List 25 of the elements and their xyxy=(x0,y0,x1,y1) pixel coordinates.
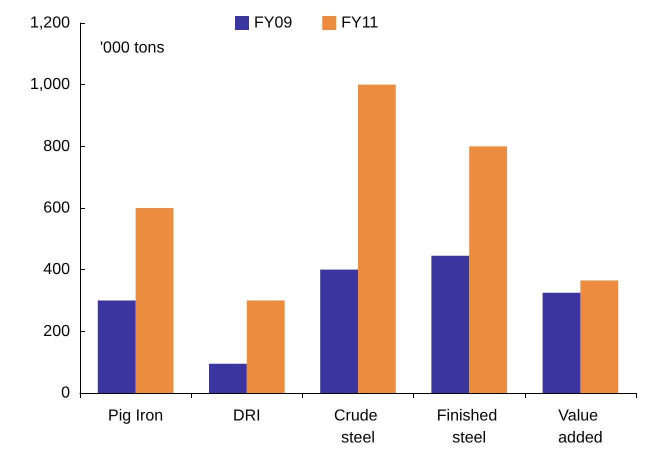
bar xyxy=(469,146,508,393)
bar xyxy=(542,292,580,393)
y-tick-label: 600 xyxy=(43,200,70,216)
bar xyxy=(431,256,470,393)
bar xyxy=(208,364,247,393)
y-tick-label: 800 xyxy=(43,138,70,155)
y-tick-label: 1,200 xyxy=(30,14,70,32)
y-tick-label: 0 xyxy=(61,384,70,402)
legend-label: FY09 xyxy=(254,14,292,32)
bar xyxy=(580,280,618,393)
bar xyxy=(98,300,136,393)
y-tick-label: 200 xyxy=(43,322,70,340)
x-tick-label: Pig Iron xyxy=(108,408,164,424)
x-tick-label: DRI xyxy=(233,408,261,424)
x-tick-label: Finished steel xyxy=(436,408,502,446)
x-tick-label: Crude steel xyxy=(334,408,382,446)
bar xyxy=(246,300,285,393)
bar xyxy=(320,270,358,393)
annotation: '000 tons xyxy=(100,40,164,56)
x-tick-label: Value added xyxy=(558,408,603,446)
y-tick-label: 400 xyxy=(43,261,70,278)
y-tick-label: 1,000 xyxy=(30,76,70,94)
bar xyxy=(136,208,174,393)
bar xyxy=(358,84,396,393)
legend-label: FY11 xyxy=(341,14,378,32)
